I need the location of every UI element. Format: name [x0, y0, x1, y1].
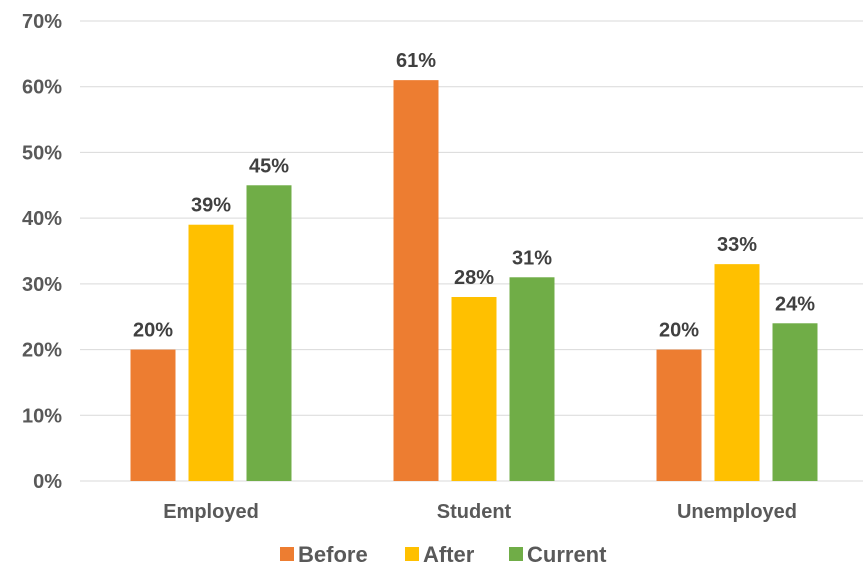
y-tick-label-40: 40%	[22, 208, 62, 230]
data-label-student-current: 31%	[512, 247, 552, 269]
y-tick-label-20: 20%	[22, 340, 62, 362]
data-label-student-before: 61%	[396, 50, 436, 72]
bar-employed-before	[130, 349, 176, 481]
bar-employed-after	[188, 224, 234, 481]
legend-swatch-after	[405, 547, 419, 561]
x-axis-category-labels: Employed Student Unemployed	[163, 501, 797, 523]
bar-employed-current	[246, 185, 292, 482]
bar-student-before	[393, 80, 439, 482]
x-category-label-employed: Employed	[163, 501, 259, 523]
y-tick-label-60: 60%	[22, 77, 62, 99]
legend-swatch-before	[280, 547, 294, 561]
y-tick-label-50: 50%	[22, 142, 62, 164]
x-category-label-student: Student	[437, 501, 512, 523]
y-tick-label-0: 0%	[33, 471, 62, 493]
legend-swatch-current	[509, 547, 523, 561]
bars	[130, 80, 818, 482]
bar-student-after	[451, 297, 497, 481]
legend-label-before: Before	[298, 542, 368, 567]
bar-student-current	[509, 277, 555, 481]
y-tick-label-30: 30%	[22, 274, 62, 296]
legend-label-after: After	[423, 542, 475, 567]
data-label-student-after: 28%	[454, 267, 494, 289]
data-label-unemployed-after: 33%	[717, 234, 757, 256]
data-label-unemployed-current: 24%	[775, 293, 815, 315]
data-label-employed-after: 39%	[191, 195, 231, 217]
data-label-employed-before: 20%	[133, 320, 173, 342]
data-label-employed-current: 45%	[249, 155, 289, 177]
data-label-unemployed-before: 20%	[659, 320, 699, 342]
legend-label-current: Current	[527, 542, 607, 567]
bar-unemployed-after	[714, 264, 760, 481]
y-axis-tick-labels: 0% 10% 20% 30% 40% 50% 60% 70%	[22, 11, 62, 493]
y-tick-label-10: 10%	[22, 405, 62, 427]
data-labels: 20% 61% 20% 39% 28% 33% 45% 31% 24%	[133, 50, 815, 341]
bar-unemployed-current	[772, 323, 818, 481]
x-category-label-unemployed: Unemployed	[677, 501, 797, 523]
legend: Before After Current	[280, 542, 607, 567]
y-tick-label-70: 70%	[22, 11, 62, 33]
bar-unemployed-before	[656, 349, 702, 481]
